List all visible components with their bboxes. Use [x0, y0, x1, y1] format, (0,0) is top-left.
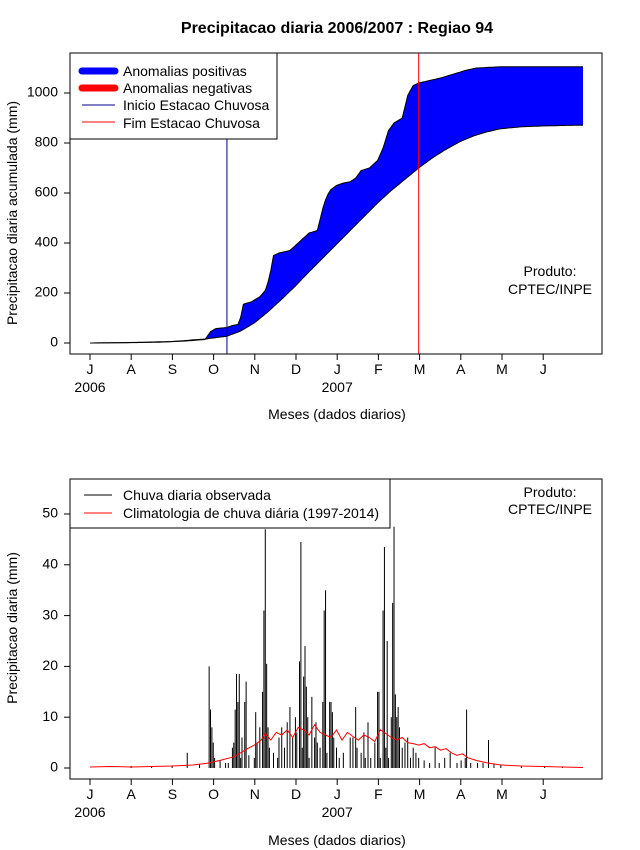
bottom-x-ticks [89, 779, 544, 785]
bottom-chart: 0 10 20 30 40 50 J A S O N D J F M A M J 2006 2007 Precip… [4, 478, 603, 848]
month-label: M [414, 361, 426, 377]
year-label: 2007 [322, 804, 353, 820]
bottom-annotation-line-1: Produto: [524, 484, 577, 500]
top-x-axis-label: Meses (dados diarios) [268, 406, 406, 422]
chart-title: Precipitacao diaria 2006/2007 : Regiao 9… [181, 20, 493, 37]
positive-anomaly-area [90, 66, 583, 344]
month-label: A [127, 361, 137, 377]
month-label: M [496, 786, 508, 802]
month-label: J [540, 786, 547, 802]
year-label: 2006 [74, 804, 105, 820]
month-label: S [168, 361, 177, 377]
y-tick-label: 30 [42, 606, 58, 622]
bottom-y-ticks: 0 10 20 30 40 50 [42, 505, 70, 775]
month-label: J [334, 361, 341, 377]
top-legend: Anomalias positivas Anomalias negativas … [69, 52, 278, 140]
month-label: D [291, 361, 301, 377]
legend-end-label: Fim Estacao Chuvosa [123, 115, 260, 131]
y-tick-label: 50 [42, 505, 58, 521]
month-label: A [456, 786, 466, 802]
y-tick-label: 20 [42, 657, 58, 673]
month-label: F [374, 786, 383, 802]
bottom-y-axis-label: Precipitacao diaria (mm) [4, 552, 20, 704]
month-label: J [87, 786, 94, 802]
legend-climatology-label: Climatologia de chuva diária (1997-2014) [123, 505, 379, 521]
month-label: M [414, 786, 426, 802]
top-legend-box [69, 52, 278, 140]
y-tick-label: 1000 [27, 84, 58, 100]
month-label: A [127, 786, 137, 802]
climatology-cumulative-line [90, 124, 583, 344]
top-annotation-line-1: Produto: [524, 263, 577, 279]
y-tick-label: 0 [50, 334, 58, 350]
month-label: N [250, 786, 260, 802]
month-label: O [208, 786, 219, 802]
year-label: 2007 [322, 379, 353, 395]
y-tick-label: 200 [35, 284, 59, 300]
month-label: S [168, 786, 177, 802]
legend-negative-label: Anomalias negativas [123, 80, 252, 96]
y-tick-label: 400 [35, 234, 59, 250]
y-tick-label: 0 [50, 759, 58, 775]
month-label: J [540, 361, 547, 377]
month-label: D [291, 786, 301, 802]
y-tick-label: 800 [35, 134, 59, 150]
top-y-axis-label: Precipitacao diaria acumulada (mm) [4, 101, 20, 325]
top-annotation-line-2: CPTEC/INPE [508, 281, 592, 297]
legend-start-label: Inicio Estacao Chuvosa [123, 97, 270, 113]
legend-positive-label: Anomalias positivas [123, 63, 247, 79]
y-tick-label: 10 [42, 708, 58, 724]
legend-observed-label: Chuva diaria observada [123, 487, 271, 503]
y-tick-label: 600 [35, 184, 59, 200]
climatology-daily-line [89, 723, 584, 768]
y-tick-label: 40 [42, 556, 58, 572]
month-label: A [456, 361, 466, 377]
top-x-ticks [89, 354, 544, 360]
bottom-annotation-line-2: CPTEC/INPE [508, 501, 592, 517]
month-label: M [496, 361, 508, 377]
month-label: N [250, 361, 260, 377]
bottom-year-labels: 2006 2007 [74, 804, 353, 820]
month-label: O [208, 361, 219, 377]
month-label: F [374, 361, 383, 377]
observed-daily-bars [130, 526, 563, 768]
bottom-x-axis-label: Meses (dados diarios) [268, 832, 406, 848]
top-y-ticks: 0 200 400 600 800 1000 [27, 84, 70, 350]
year-label: 2006 [74, 379, 105, 395]
top-plot-box [69, 52, 603, 355]
bottom-legend-box [69, 478, 391, 529]
month-label: J [334, 786, 341, 802]
bottom-legend: Chuva diaria observada Climatologia de c… [69, 478, 391, 529]
top-year-labels: 2006 2007 [74, 379, 353, 395]
month-label: J [87, 361, 94, 377]
